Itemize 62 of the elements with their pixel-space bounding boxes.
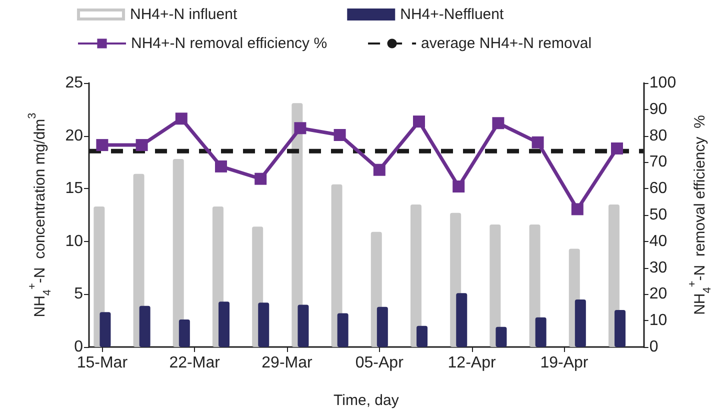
bar xyxy=(178,320,190,347)
point xyxy=(175,112,188,125)
bar xyxy=(258,302,270,347)
bar xyxy=(218,302,230,347)
x-tick-label: 19-Apr xyxy=(540,354,589,372)
bar xyxy=(139,306,150,347)
bar xyxy=(376,306,388,347)
point xyxy=(492,117,504,130)
x-axis-title: Time, day xyxy=(334,392,400,409)
y2-tick-label: 50 xyxy=(649,206,668,224)
y-tick-label: 20 xyxy=(65,127,84,144)
bar xyxy=(496,326,507,347)
x-tick-label: 15-Mar xyxy=(76,354,128,372)
point xyxy=(532,136,544,148)
bar xyxy=(100,312,111,347)
y2-tick-label: 70 xyxy=(649,154,668,171)
x-tick-label: 12-Apr xyxy=(448,354,496,372)
point xyxy=(452,180,465,192)
point xyxy=(373,164,386,176)
y2-tick-label: 90 xyxy=(649,100,668,118)
point xyxy=(611,142,624,154)
y2-tick-label: 100 xyxy=(649,74,676,92)
y-tick-label: 10 xyxy=(65,232,84,250)
y-axis-title: NH4+-N concentration mg/dm3 xyxy=(26,112,54,318)
bar xyxy=(535,317,546,347)
x-tick-label: 05-Apr xyxy=(355,354,404,372)
y2-tick-label: 30 xyxy=(649,259,668,276)
y-tick-label: 15 xyxy=(65,180,84,198)
y2-tick-label: 60 xyxy=(649,180,668,198)
point xyxy=(571,203,584,216)
legend-label: NH4+-N influent xyxy=(130,6,238,23)
y2-tick-label: 0 xyxy=(649,338,658,356)
bar xyxy=(172,159,184,347)
y2-tick-label: 40 xyxy=(649,232,668,250)
bar xyxy=(574,299,586,347)
y2-tick-label: 80 xyxy=(649,127,668,144)
point xyxy=(413,116,426,128)
point xyxy=(334,129,346,142)
bar xyxy=(331,184,342,347)
x-tick-label: 29-Mar xyxy=(262,354,314,372)
y-tick-label: 0 xyxy=(74,338,84,356)
legend-label: NH4+-Neffluent xyxy=(400,6,504,23)
bar xyxy=(298,304,309,347)
bar xyxy=(614,310,626,347)
legend-label: NH4+-N removal efficiency % xyxy=(131,35,328,52)
y-tick-label: 25 xyxy=(65,74,84,92)
point xyxy=(136,139,148,152)
y2-axis-title: NH4+-N removal efficiency % xyxy=(686,115,714,315)
point xyxy=(254,172,267,185)
point xyxy=(215,160,227,172)
x-tick-label: 22-Mar xyxy=(169,354,221,372)
bar xyxy=(416,326,428,347)
point xyxy=(96,139,108,152)
bar xyxy=(410,204,422,347)
bar xyxy=(337,313,348,347)
bar xyxy=(490,224,501,347)
legend-label: average NH4+-N removal xyxy=(421,35,592,52)
bar xyxy=(456,293,468,347)
y-tick-label: 5 xyxy=(74,286,84,303)
y2-tick-label: 20 xyxy=(649,286,668,303)
y2-tick-label: 10 xyxy=(649,312,668,330)
point xyxy=(294,122,306,134)
